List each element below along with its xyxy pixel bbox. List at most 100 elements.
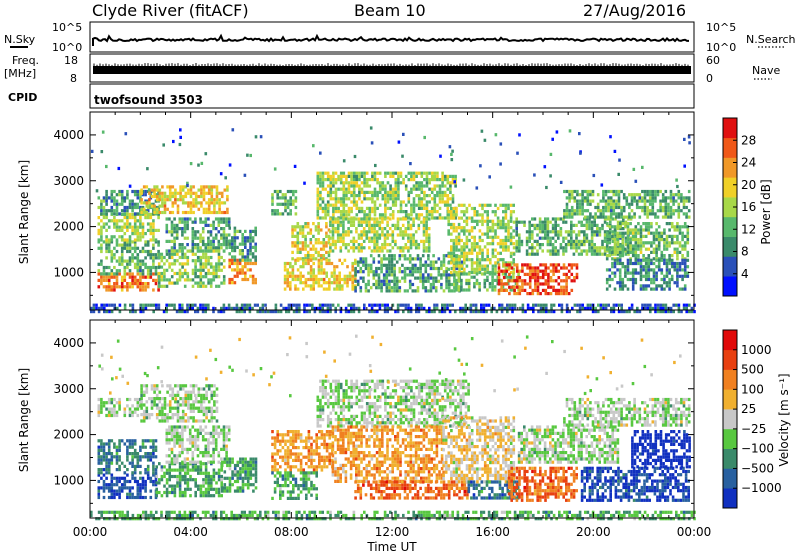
heatmap-cell xyxy=(445,276,448,280)
heatmap-cell xyxy=(368,178,372,182)
heatmap-cell xyxy=(638,199,642,203)
heatmap-cell xyxy=(115,278,119,282)
heatmap-cell xyxy=(438,184,442,188)
heatmap-cell xyxy=(551,246,555,250)
heatmap-cell xyxy=(225,239,228,243)
heatmap-cell xyxy=(655,274,658,278)
heatmap-cell xyxy=(160,278,164,282)
heatmap-cell xyxy=(646,215,649,219)
heatmap-cell xyxy=(404,210,408,214)
heatmap-cell xyxy=(367,289,370,293)
heatmap-cell xyxy=(678,250,682,254)
heatmap-cell xyxy=(183,284,187,288)
heatmap-cell xyxy=(105,249,108,254)
heatmap-cell xyxy=(688,303,691,307)
heatmap-cell xyxy=(628,310,631,314)
heatmap-cell xyxy=(398,270,402,274)
heatmap-cell xyxy=(502,263,506,267)
heatmap-cell xyxy=(100,209,103,213)
heatmap-cell xyxy=(373,239,376,243)
heatmap-cell xyxy=(642,287,645,291)
heatmap-cell xyxy=(314,238,318,242)
heatmap-cell xyxy=(646,212,649,216)
heatmap-cell xyxy=(373,220,376,224)
heatmap-cell xyxy=(251,277,255,282)
heatmap-cell xyxy=(480,303,483,307)
heatmap-cell xyxy=(686,250,690,254)
heatmap-cell xyxy=(226,198,229,202)
heatmap-cell xyxy=(395,276,399,280)
heatmap-cell xyxy=(324,206,327,210)
heatmap-cell xyxy=(546,243,550,247)
heatmap-cell xyxy=(352,239,356,243)
heatmap-cell xyxy=(479,164,482,168)
heatmap-cell xyxy=(166,194,169,199)
heatmap-cell xyxy=(683,137,686,141)
heatmap-cell xyxy=(334,310,337,314)
heatmap-cell xyxy=(604,189,608,194)
heatmap-cell xyxy=(470,216,474,220)
heatmap-cell xyxy=(154,272,158,276)
heatmap-cell xyxy=(118,303,122,307)
heatmap-cell xyxy=(201,227,205,231)
nsky-tick-bottom: 10^0 xyxy=(52,41,82,54)
heatmap-cell xyxy=(264,303,267,307)
heatmap-cell xyxy=(425,200,429,204)
heatmap-cell xyxy=(427,289,430,293)
heatmap-cell xyxy=(615,205,618,210)
heatmap-cell xyxy=(345,190,348,194)
heatmap-cell xyxy=(116,306,119,310)
heatmap-cell xyxy=(356,282,360,287)
heatmap-cell xyxy=(647,274,651,278)
heatmap-cell xyxy=(115,219,119,223)
heatmap-cell xyxy=(123,212,127,216)
heatmap-cell xyxy=(359,266,363,271)
heatmap-cell xyxy=(552,263,555,267)
heatmap-cell xyxy=(352,249,356,253)
heatmap-cell xyxy=(628,215,631,219)
heatmap-cell xyxy=(609,215,613,219)
heatmap-cell xyxy=(496,235,500,239)
heatmap-cell xyxy=(663,247,666,251)
heatmap-cell xyxy=(465,222,469,227)
heatmap-cell xyxy=(175,230,179,234)
heatmap-cell xyxy=(603,246,607,250)
heatmap-cell xyxy=(434,289,438,293)
heatmap-cell xyxy=(97,246,101,250)
heatmap-cell xyxy=(233,258,237,262)
heatmap-cell xyxy=(394,181,398,185)
heatmap-cell xyxy=(131,256,134,260)
heatmap-cell xyxy=(217,310,220,314)
heatmap-cell xyxy=(634,179,638,183)
heatmap-cell xyxy=(133,202,137,206)
heatmap-cell xyxy=(175,223,179,227)
heatmap-cell xyxy=(577,246,581,250)
heatmap-cell xyxy=(196,259,200,263)
heatmap-cell xyxy=(650,225,653,229)
heatmap-cell xyxy=(324,216,327,220)
heatmap-cell xyxy=(631,261,635,266)
heatmap-cell xyxy=(629,244,632,248)
heatmap-cell xyxy=(332,206,335,210)
heatmap-cell xyxy=(541,249,544,253)
heatmap-cell xyxy=(493,278,497,282)
heatmap-cell xyxy=(215,191,219,195)
heatmap-cell xyxy=(191,230,195,234)
heatmap-cell xyxy=(120,202,124,206)
heatmap-cell xyxy=(90,310,93,314)
heatmap-cell xyxy=(370,141,374,145)
heatmap-cell xyxy=(222,275,226,279)
heatmap-cell xyxy=(630,215,634,219)
heatmap-cell xyxy=(644,241,648,245)
heatmap-cell xyxy=(302,258,305,262)
heatmap-cell xyxy=(533,252,537,256)
heatmap-cell xyxy=(215,201,219,205)
heatmap-cell xyxy=(201,249,205,253)
heatmap-cell xyxy=(233,233,237,237)
heatmap-cell xyxy=(388,254,391,258)
heatmap-cell xyxy=(358,178,361,182)
heatmap-cell xyxy=(372,273,376,277)
heatmap-cell xyxy=(615,215,618,219)
heatmap-cell xyxy=(360,206,364,210)
heatmap-cell xyxy=(518,239,521,243)
